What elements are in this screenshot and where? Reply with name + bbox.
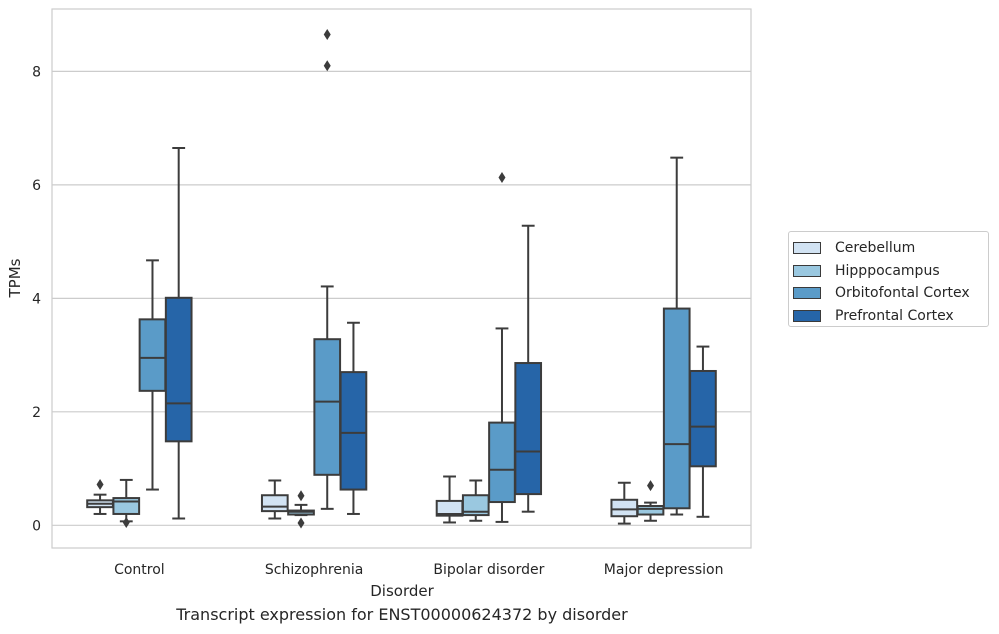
- legend-swatch: [793, 287, 821, 299]
- box-iqr: [138, 318, 167, 392]
- outlier-point: [323, 60, 331, 72]
- y-axis-label: TPMs: [6, 258, 24, 298]
- box-iqr: [260, 494, 289, 513]
- boxes: [86, 29, 717, 529]
- box-iqr: [164, 296, 193, 443]
- legend-item: Hipppocampus: [793, 261, 940, 281]
- x-axis-label: Disorder: [370, 582, 434, 600]
- box-0-1: [260, 479, 289, 520]
- box-3-1: [339, 321, 368, 515]
- box-iqr: [610, 498, 639, 518]
- box-3-2: [514, 224, 543, 513]
- legend-item: Orbitofontal Cortex: [793, 283, 970, 303]
- outlier-point: [297, 490, 305, 502]
- box-1-1: [287, 490, 315, 529]
- box-iqr: [488, 421, 516, 504]
- x-tick-label: Bipolar disorder: [433, 562, 544, 578]
- outlier-point: [498, 172, 506, 184]
- legend-label: Prefrontal Cortex: [835, 307, 954, 324]
- box-2-0: [138, 259, 167, 491]
- x-tick-label: Major depression: [604, 562, 724, 578]
- legend-item: Cerebellum: [793, 238, 915, 258]
- box-2-1: [313, 29, 342, 510]
- outlier-point: [297, 517, 305, 529]
- outlier-point: [323, 29, 331, 41]
- chart-caption: Transcript expression for ENST0000062437…: [176, 605, 628, 624]
- legend-label: Orbitofontal Cortex: [835, 285, 970, 301]
- plot-area: [51, 8, 752, 549]
- y-tick-label: 2: [32, 405, 41, 421]
- outlier-point: [647, 480, 655, 492]
- y-tick-label: 4: [32, 291, 41, 307]
- legend-label: Cerebellum: [835, 240, 916, 256]
- box-3-3: [689, 345, 717, 518]
- y-tick-label: 8: [32, 64, 41, 80]
- box-3-0: [164, 147, 193, 520]
- legend-label: Hipppocampus: [835, 262, 940, 279]
- box-1-2: [461, 479, 490, 522]
- x-tick-label: Schizophrenia: [265, 562, 363, 578]
- tick-labels: 0 2 4 6 8 Control Schizophrenia Bipolar disorde…: [32, 64, 723, 578]
- legend: Cerebellum Hipppocampus Orbitofontal Corte…: [788, 231, 989, 327]
- box-0-3: [610, 481, 639, 525]
- box-1-3: [636, 480, 665, 522]
- box-iqr: [636, 505, 665, 516]
- box-iqr: [514, 362, 543, 496]
- outlier-point: [96, 478, 104, 490]
- box-0-0: [86, 478, 114, 515]
- legend-swatch: [793, 309, 821, 322]
- legend-swatch: [793, 264, 821, 277]
- box-iqr: [689, 369, 717, 468]
- outlier-point: [122, 516, 130, 528]
- y-tick-label: 6: [32, 178, 41, 194]
- y-tick-label: 0: [32, 518, 41, 534]
- legend-swatch: [793, 242, 821, 254]
- box-iqr: [461, 494, 490, 517]
- box-iqr: [662, 307, 691, 510]
- box-iqr: [112, 497, 141, 515]
- box-iqr: [339, 371, 368, 491]
- legend-item: Prefrontal Cortex: [793, 306, 954, 326]
- box-1-0: [112, 478, 141, 528]
- x-tick-label: Control: [114, 562, 165, 578]
- box-iqr: [313, 338, 342, 476]
